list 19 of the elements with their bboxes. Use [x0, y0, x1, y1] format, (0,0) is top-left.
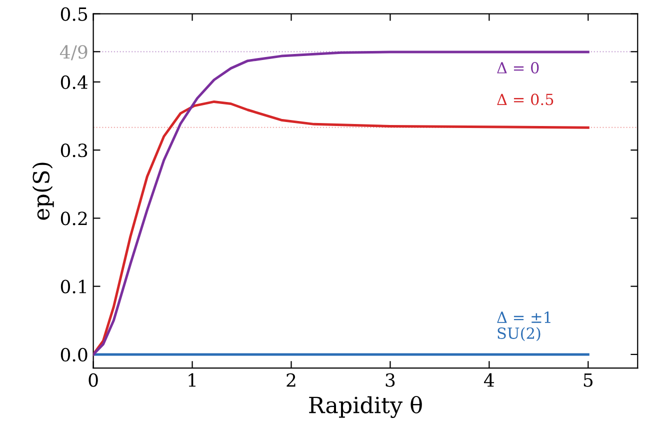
y-tick-label: 4/9: [60, 45, 88, 60]
y-tick-label: 0.2: [60, 212, 87, 226]
x-axis-title: Rapidity θ: [309, 396, 422, 418]
y-tick-label: 0.4: [60, 75, 88, 90]
y-tick-label: 0.5: [60, 7, 88, 21]
y-tick-label: 0.0: [60, 348, 88, 362]
y-axis-title: ep(S): [32, 162, 54, 220]
x-tick-label: 2: [286, 373, 296, 387]
x-tick-label: 4: [484, 373, 494, 387]
x-tick-label: 1: [188, 373, 196, 387]
x-tick-label: 0: [88, 373, 98, 387]
x-tick-label: 5: [584, 373, 592, 387]
series-label: Δ = 0.5: [497, 94, 554, 106]
x-tick-label: 3: [386, 373, 395, 387]
y-tick-label: 0.3: [60, 144, 88, 158]
line-series: [93, 50, 590, 356]
series-label: Δ = ±1 SU(2): [497, 311, 550, 342]
y-tick-label: 0.1: [60, 280, 86, 294]
series-label: Δ = 0: [497, 62, 539, 74]
